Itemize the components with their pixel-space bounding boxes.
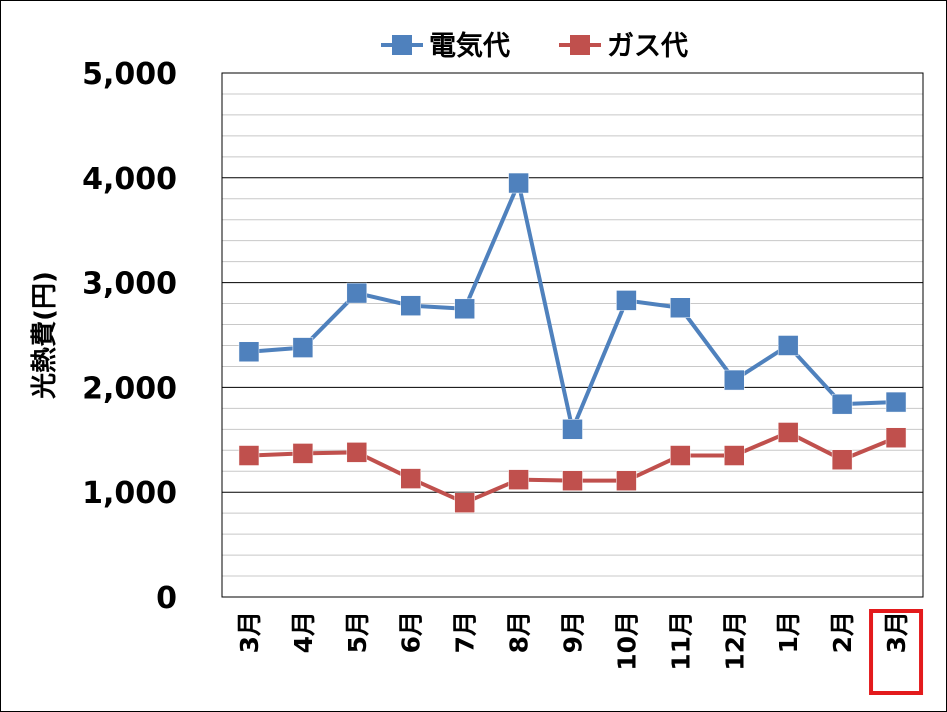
series-0-point xyxy=(885,391,907,413)
series-1-point xyxy=(454,492,475,513)
series-1-point xyxy=(616,470,637,491)
series-0-point xyxy=(777,335,799,356)
x-tick-label: 12月 xyxy=(720,611,749,671)
x-tick-label: 3月 xyxy=(235,611,264,653)
series-1-point xyxy=(831,449,853,470)
legend-label: 電気代 xyxy=(429,30,510,62)
series-1-point xyxy=(777,422,799,443)
x-tick-label: 5月 xyxy=(343,611,372,653)
series-1-point xyxy=(346,442,368,463)
y-axis-label: 光熱費(円) xyxy=(30,271,60,400)
series-1-point xyxy=(670,445,691,466)
plot-area-border xyxy=(221,72,924,598)
series-1-point xyxy=(238,445,260,466)
series-1-point xyxy=(292,443,314,464)
legend-item-1: ガス代 xyxy=(559,31,688,62)
series-0-point xyxy=(616,290,637,311)
legend-item-0: 電気代 xyxy=(381,30,510,62)
series-0-point xyxy=(724,369,745,391)
y-tick-label: 0 xyxy=(156,581,177,616)
x-tick-label: 2月 xyxy=(828,611,857,653)
highlight-box xyxy=(869,609,924,695)
series-0-point xyxy=(454,298,475,320)
series-0-point xyxy=(346,282,368,304)
x-tick-label: 6月 xyxy=(397,611,426,653)
y-tick-label: 4,000 xyxy=(82,162,177,197)
series-0-point xyxy=(238,341,260,363)
series-1-point xyxy=(562,470,583,491)
series-0-point xyxy=(562,419,583,440)
series-0-point xyxy=(670,297,691,319)
x-tick-label: 4月 xyxy=(289,611,318,653)
legend-marker xyxy=(570,35,590,55)
x-tick-label: 10月 xyxy=(612,611,641,671)
series-1-point xyxy=(885,427,907,448)
y-tick-label: 2,000 xyxy=(82,371,177,406)
x-tick-label: 7月 xyxy=(451,611,480,653)
y-tick-label: 1,000 xyxy=(82,476,177,511)
series-1-point xyxy=(724,445,745,466)
y-tick-label: 5,000 xyxy=(82,57,177,92)
y-tick-label: 3,000 xyxy=(82,267,177,302)
series-0-point xyxy=(400,295,421,316)
series-0-point xyxy=(831,393,853,415)
series-0-point xyxy=(292,337,314,358)
x-tick-label: 9月 xyxy=(559,611,588,653)
x-tick-label: 11月 xyxy=(666,611,695,671)
legend-marker xyxy=(392,35,412,55)
x-tick-label: 1月 xyxy=(774,611,803,653)
series-1-point xyxy=(508,469,529,490)
series-1-point xyxy=(400,468,421,489)
x-tick-label: 8月 xyxy=(505,611,534,653)
series-0-point xyxy=(508,172,529,194)
legend-label: ガス代 xyxy=(607,31,688,62)
x-tick-label: 3月 xyxy=(882,611,911,653)
